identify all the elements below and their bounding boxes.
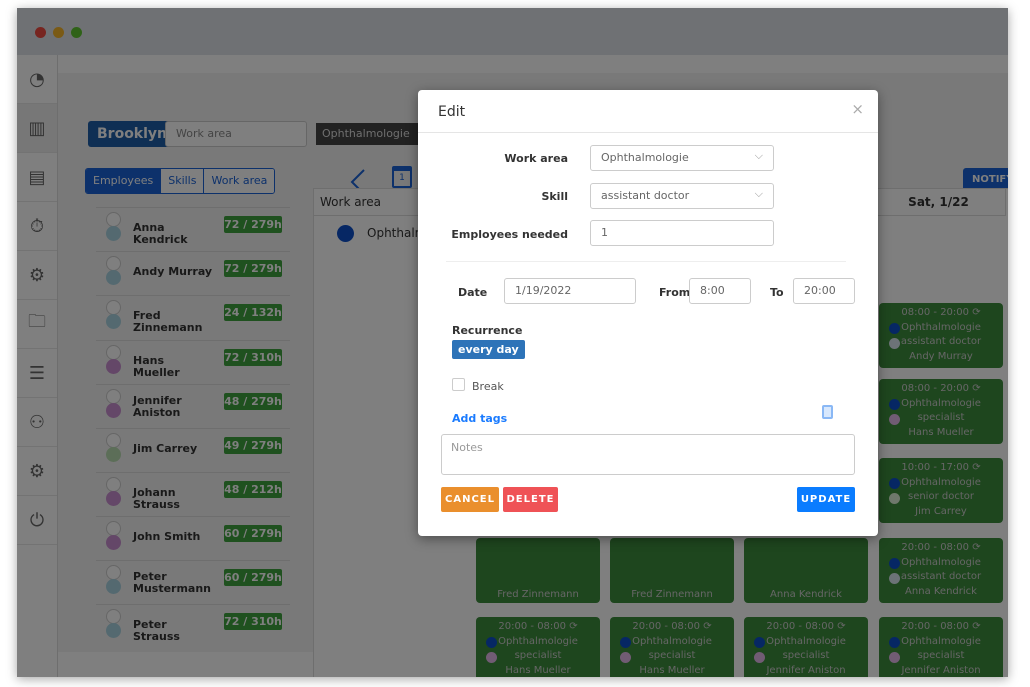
break-checkbox[interactable] <box>452 378 465 391</box>
date-label: Date <box>458 286 488 299</box>
edit-shift-modal: Edit × Work area Ophthalmologie ⌵ Skill a… <box>418 90 878 536</box>
skill-value: assistant doctor <box>601 189 690 202</box>
skill-select[interactable]: assistant doctor ⌵ <box>590 183 774 209</box>
work-area-select[interactable]: Ophthalmologie ⌵ <box>590 145 774 171</box>
add-tags-link[interactable]: Add tags <box>452 412 508 425</box>
chevron-down-icon: ⌵ <box>754 187 763 200</box>
recurrence-badge[interactable]: every day <box>452 340 525 359</box>
work-area-label: Work area <box>504 152 568 165</box>
delete-button[interactable]: DELETE <box>503 487 558 512</box>
employees-needed-input[interactable]: 1 <box>590 220 774 246</box>
notes-textarea[interactable]: Notes <box>441 434 855 475</box>
cancel-button[interactable]: CANCEL <box>441 487 499 512</box>
divider <box>446 261 846 262</box>
update-button[interactable]: UPDATE <box>797 487 855 512</box>
from-time-input[interactable]: 8:00 <box>689 278 751 304</box>
to-time-input[interactable]: 20:00 <box>793 278 855 304</box>
date-input[interactable]: 1/19/2022 <box>504 278 636 304</box>
modal-title: Edit <box>418 90 878 133</box>
work-area-value: Ophthalmologie <box>601 151 689 164</box>
skill-label: Skill <box>541 190 568 203</box>
clipboard-icon[interactable] <box>822 405 833 419</box>
employees-needed-label: Employees needed <box>451 228 568 241</box>
close-icon[interactable]: × <box>851 100 864 118</box>
recurrence-label: Recurrence <box>452 324 523 337</box>
break-label: Break <box>472 380 504 393</box>
from-label: From <box>659 286 691 299</box>
chevron-down-icon: ⌵ <box>754 149 763 162</box>
to-label: To <box>770 286 784 299</box>
